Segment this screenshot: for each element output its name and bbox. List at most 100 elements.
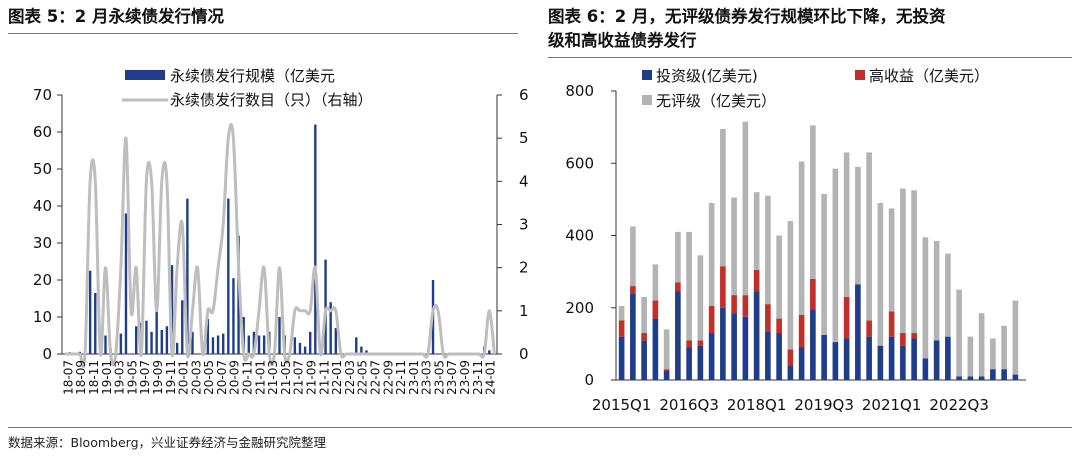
left-x-tick-label: 20-11	[241, 360, 255, 395]
left-x-tick-label: 24-01	[484, 360, 498, 395]
stack-bar-high-yield	[776, 318, 782, 334]
stack-bar-investment-grade	[708, 333, 715, 380]
left-x-tick-label: 23-07	[445, 360, 459, 395]
stack-bar-investment-grade	[787, 365, 794, 380]
stack-bar-investment-grade	[630, 293, 636, 380]
stack-bar-unrated	[641, 296, 647, 334]
stack-bar-high-yield	[742, 295, 749, 317]
stack-y-tick-label: 600	[565, 154, 594, 172]
left-x-tick-label: 18-09	[74, 360, 88, 395]
stack-bar-unrated	[1001, 325, 1007, 370]
stack-bar-unrated	[967, 336, 974, 377]
left-x-tick-label: 22-03	[343, 360, 357, 395]
stack-x-tick-label: 2015Q1	[592, 396, 652, 414]
stack-bar-investment-grade	[652, 318, 659, 380]
issuance-bar	[257, 335, 261, 354]
left-x-tick-label: 19-03	[113, 360, 127, 395]
right-title-rule	[548, 57, 1072, 58]
legend-ig-label: 投资级(亿美元)	[656, 67, 758, 85]
left-x-ticks: 18-0718-0918-1119-0119-0319-0519-0719-09…	[61, 360, 497, 395]
stack-x-tick-label: 2016Q3	[659, 396, 719, 414]
stack-bar-unrated	[720, 128, 726, 267]
stack-bar-high-yield	[731, 295, 737, 314]
left-x-tick-label: 23-09	[458, 360, 472, 395]
right-y-tick-label: 4	[519, 172, 529, 190]
stack-bar-unrated	[765, 195, 771, 305]
issuance-bar	[247, 335, 250, 354]
left-x-tick-label: 21-05	[279, 360, 293, 395]
stack-bar-high-yield	[843, 296, 850, 339]
left-y-ticks: 0 10 20 30 40 50 60 70	[33, 86, 62, 363]
issuance-bar	[293, 337, 297, 354]
stack-bar-unrated	[843, 152, 850, 297]
stack-bar-investment-grade	[1012, 374, 1019, 380]
right-y-tick-label: 1	[519, 302, 529, 320]
issuance-bar	[488, 350, 491, 354]
issuance-bar	[278, 317, 281, 354]
stack-bar-investment-grade	[911, 338, 917, 380]
issuance-bar	[252, 331, 256, 354]
right-chart-title-line2: 级和高收益债券发行	[548, 31, 697, 50]
stack-bar-investment-grade	[945, 336, 951, 380]
stack-bar-unrated	[652, 264, 659, 301]
stack-bar-unrated	[731, 197, 737, 296]
issuance-bar	[334, 328, 337, 354]
stack-bar-high-yield	[708, 305, 715, 334]
issuance-bar	[329, 302, 332, 354]
stack-x-ticks: 2015Q1 2016Q3 2018Q1 2019Q3 2021Q1 2022Q3	[592, 396, 989, 414]
issuance-bar	[124, 213, 128, 354]
left-x-tick-label: 23-03	[420, 360, 434, 395]
issuance-count-line	[64, 123, 496, 369]
stack-bar-unrated	[832, 168, 839, 343]
stack-bar-unrated	[922, 237, 929, 359]
source-note: 数据来源：Bloomberg，兴业证券经济与金融研究院整理	[8, 435, 327, 450]
issuance-bars	[68, 124, 491, 354]
stack-bar-investment-grade	[753, 291, 760, 380]
left-x-tick-label: 21-03	[266, 360, 280, 395]
issuance-bar	[186, 198, 189, 354]
issuance-bar	[150, 331, 153, 354]
stack-bar-unrated	[618, 305, 625, 321]
left-x-tick-label: 23-11	[471, 360, 485, 395]
left-x-tick-label: 18-07	[61, 360, 75, 395]
issuance-bar	[211, 337, 215, 354]
issuance-bar	[303, 346, 307, 354]
stack-y-tick-label: 0	[584, 371, 594, 389]
stack-bar-unrated	[686, 231, 692, 341]
stack-y-ticks: 0 200 400 600 800	[565, 82, 616, 389]
stack-bar-unrated	[798, 161, 805, 315]
stack-bar-investment-grade	[990, 369, 996, 380]
stack-bar-investment-grade	[821, 334, 827, 380]
stack-x-tick-label: 2021Q1	[862, 396, 922, 414]
left-x-tick-label: 20-03	[189, 360, 203, 395]
left-x-tick-label: 19-05	[125, 360, 139, 395]
stack-bar-investment-grade	[877, 345, 884, 380]
stack-bar-unrated	[877, 202, 884, 346]
issuance-bar	[355, 337, 358, 354]
stack-bar-unrated	[697, 255, 704, 341]
left-x-tick-label: 19-01	[100, 360, 114, 395]
issuance-bar	[145, 320, 148, 354]
stack-bar-investment-grade	[956, 376, 962, 380]
issuance-bar	[191, 331, 194, 354]
legend-nr-swatch	[642, 95, 652, 105]
left-x-tick-label: 22-05	[356, 360, 370, 395]
issuance-bar	[104, 335, 107, 354]
stack-bar-investment-grade	[843, 338, 850, 380]
issuance-bar	[232, 278, 235, 354]
stack-bar-high-yield	[663, 369, 670, 371]
stack-bar-unrated	[978, 313, 985, 377]
stack-bar-unrated	[900, 188, 906, 334]
stack-bar-high-yield	[618, 320, 625, 337]
stack-bar-investment-grade	[1001, 369, 1007, 380]
stack-bar-unrated	[776, 235, 782, 319]
stack-bar-investment-grade	[832, 342, 839, 380]
right-chart-title-line1: 图表 6：2 月，无评级债券发行规模环比下降，无投资	[548, 7, 946, 26]
issuance-bar	[360, 346, 363, 354]
stacked-bars	[618, 121, 1019, 380]
issuance-bar	[309, 331, 312, 354]
legend-bar-swatch	[125, 70, 165, 80]
stack-bar-high-yield	[753, 269, 760, 292]
left-y-tick-label: 10	[33, 308, 52, 326]
stack-bar-investment-grade	[922, 358, 929, 380]
